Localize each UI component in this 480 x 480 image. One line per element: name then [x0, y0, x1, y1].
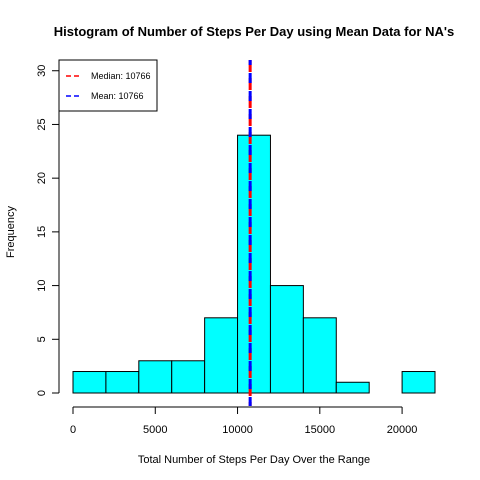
- legend-box: [58, 59, 158, 112]
- legend-label: Mean: 10766: [91, 91, 144, 101]
- bars-group: [72, 134, 436, 394]
- legend-label: Median: 10766: [91, 71, 151, 81]
- histogram-bar: [138, 360, 173, 394]
- y-tick-label: 20: [36, 172, 48, 184]
- y-tick-label: 25: [36, 118, 48, 130]
- histogram-bar: [269, 285, 304, 394]
- histogram-bar: [171, 360, 206, 394]
- histogram-bar: [237, 134, 271, 394]
- y-tick-label: 10: [36, 279, 48, 291]
- x-tick-label: 15000: [305, 424, 336, 436]
- x-axis: 0 5000 10000 15000 20000: [70, 406, 418, 436]
- chart-title: Histogram of Number of Steps Per Day usi…: [54, 24, 454, 39]
- histogram-bar: [335, 381, 370, 394]
- x-tick-label: 5000: [143, 424, 167, 436]
- y-axis-label: Frequency: [5, 206, 17, 258]
- x-tick-label: 0: [70, 424, 76, 436]
- y-tick-label: 5: [36, 336, 48, 342]
- x-tick-label: 20000: [387, 424, 418, 436]
- y-tick-label: 15: [36, 226, 48, 238]
- y-tick-label: 30: [36, 65, 48, 77]
- histogram-bar: [204, 317, 239, 394]
- y-axis: 0 5 10 15 20 25 30: [36, 65, 60, 396]
- x-tick-label: 10000: [222, 424, 253, 436]
- histogram-bar: [105, 371, 140, 394]
- histogram-bar: [401, 371, 436, 394]
- histogram-bar: [72, 371, 107, 394]
- legend: Median: 10766 Mean: 10766: [58, 59, 158, 112]
- histogram-bar: [302, 317, 337, 394]
- y-tick-label: 0: [36, 390, 48, 396]
- x-axis-label: Total Number of Steps Per Day Over the R…: [138, 454, 370, 466]
